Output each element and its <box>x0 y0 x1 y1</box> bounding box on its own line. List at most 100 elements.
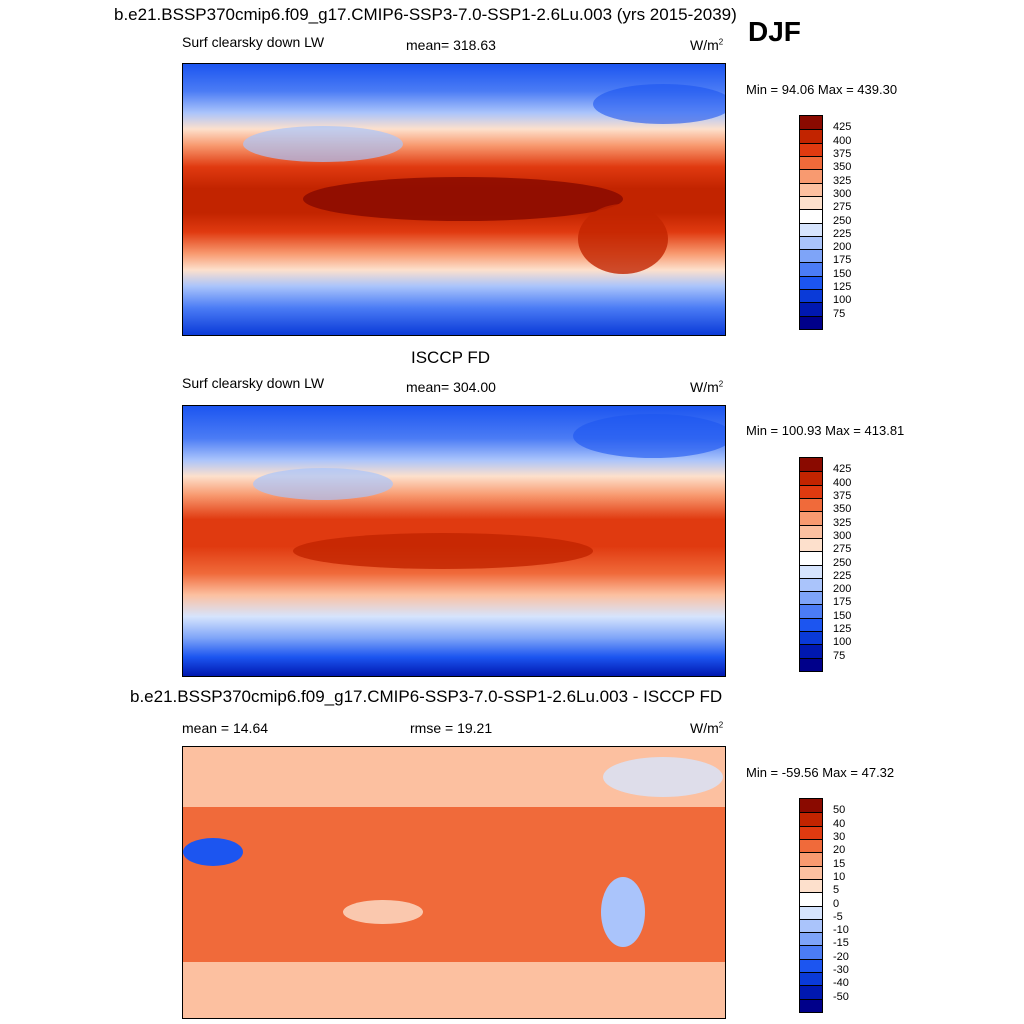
colorbar-tick-label: 350 <box>833 161 852 174</box>
colorbar-tick-label: -50 <box>833 990 849 1003</box>
colorbar-segment <box>800 484 822 498</box>
colorbar-segment <box>800 262 822 276</box>
colorbar-tick-label: 400 <box>833 134 852 147</box>
colorbar-segment <box>800 604 822 618</box>
colorbar-tick-label: 100 <box>833 294 852 307</box>
colorbar-tick-label: 375 <box>833 147 852 160</box>
colorbar-segment <box>800 222 822 236</box>
colorbar-segment <box>800 275 822 290</box>
colorbar-segment <box>800 852 822 866</box>
colorbar-tick-label: -10 <box>833 924 849 937</box>
colorbar-tick-label: 30 <box>833 830 846 843</box>
colorbar-segment <box>800 116 822 130</box>
colorbar-segment <box>800 657 822 671</box>
colorbar-tick-label: 0 <box>833 897 840 910</box>
colorbar-segment <box>800 812 822 826</box>
colorbar-segment <box>800 865 822 879</box>
colorbar-segment <box>800 825 822 839</box>
colorbar-segment <box>800 892 822 906</box>
colorbar-segment <box>800 591 822 605</box>
colorbar-segment <box>800 195 822 210</box>
colorbar-segment <box>800 155 822 170</box>
colorbar-segment <box>800 302 822 316</box>
colorbar-segment <box>800 985 822 999</box>
colorbar-segment <box>800 497 822 512</box>
colorbar-tick-label: 20 <box>833 844 846 857</box>
colorbar-tick-label: -5 <box>833 910 843 923</box>
colorbar-segment <box>800 564 822 578</box>
colorbar-segment <box>800 209 822 223</box>
colorbar-segment <box>800 129 822 143</box>
colorbar-segment <box>800 169 822 183</box>
colorbar-tick-label: 10 <box>833 870 846 883</box>
panel2-field <box>183 406 725 676</box>
colorbar-segment <box>800 958 822 973</box>
colorbar-segment <box>800 905 822 919</box>
panel3-mean-label: mean = 14.64 <box>182 720 269 736</box>
panel2-mean-label: mean= 304.00 <box>406 379 496 395</box>
colorbar-segment <box>800 998 822 1012</box>
panel3-units-label: W/m2 <box>690 720 724 736</box>
colorbar-tick-label: 200 <box>833 583 852 596</box>
colorbar-tick-label: 40 <box>833 817 846 830</box>
panel2-units-label: W/m2 <box>690 379 724 395</box>
colorbar-segment <box>800 235 822 250</box>
panel3-field <box>183 747 725 1018</box>
colorbar-segment <box>800 972 822 986</box>
panel1-colorbar <box>799 115 823 330</box>
colorbar-segment <box>800 878 822 893</box>
colorbar-segment <box>800 524 822 538</box>
colorbar-tick-label: 275 <box>833 201 852 214</box>
colorbar-tick-label: 275 <box>833 543 852 556</box>
colorbar-segment <box>800 838 822 853</box>
colorbar-tick-label: 225 <box>833 569 852 582</box>
colorbar-segment <box>800 471 822 485</box>
panel3-colorbar <box>799 798 823 1013</box>
colorbar-segment <box>800 617 822 632</box>
colorbar-tick-label: 325 <box>833 174 852 187</box>
colorbar-segment <box>800 458 822 472</box>
panel1-minmax: Min = 94.06 Max = 439.30 <box>746 82 898 97</box>
panel3-rmse-label: rmse = 19.21 <box>410 720 493 736</box>
colorbar-tick-label: 250 <box>833 556 852 569</box>
panel1-mean-label: mean= 318.63 <box>406 37 496 53</box>
panel2-minmax: Min = 100.93 Max = 413.81 <box>746 423 905 438</box>
colorbar-segment <box>800 577 822 592</box>
colorbar-segment <box>800 249 822 263</box>
colorbar-tick-label: 425 <box>833 121 852 134</box>
panel1-map <box>182 63 726 336</box>
colorbar-tick-label: -30 <box>833 964 849 977</box>
colorbar-tick-label: 125 <box>833 623 852 636</box>
colorbar-tick-label: 75 <box>833 307 846 320</box>
colorbar-tick-label: 300 <box>833 187 852 200</box>
panel3-map <box>182 746 726 1019</box>
figure-title: b.e21.BSSP370cmip6.f09_g17.CMIP6-SSP3-7.… <box>114 5 737 24</box>
panel2-colorbar <box>799 457 823 672</box>
colorbar-tick-label: 325 <box>833 516 852 529</box>
panel2-variable-label: Surf clearsky down LW <box>182 375 325 391</box>
colorbar-tick-label: 250 <box>833 214 852 227</box>
colorbar-tick-label: 5 <box>833 884 840 897</box>
colorbar-segment <box>800 315 822 329</box>
panel1-variable-label: Surf clearsky down LW <box>182 34 325 50</box>
colorbar-tick-label: 50 <box>833 804 846 817</box>
colorbar-tick-label: -40 <box>833 977 849 990</box>
panel3-minmax: Min = -59.56 Max = 47.32 <box>746 765 895 780</box>
colorbar-tick-label: 400 <box>833 476 852 489</box>
panel2-title: ISCCP FD <box>411 348 491 367</box>
colorbar-tick-label: 15 <box>833 857 846 870</box>
colorbar-segment <box>800 537 822 552</box>
colorbar-segment <box>800 182 822 196</box>
colorbar-tick-label: 375 <box>833 489 852 502</box>
colorbar-segment <box>800 644 822 658</box>
colorbar-segment <box>800 918 822 933</box>
colorbar-segment <box>800 932 822 946</box>
colorbar-tick-label: -20 <box>833 950 849 963</box>
colorbar-tick-label: 300 <box>833 529 852 542</box>
colorbar-tick-label: 75 <box>833 649 846 662</box>
colorbar-tick-label: 350 <box>833 503 852 516</box>
colorbar-tick-label: 100 <box>833 636 852 649</box>
panel1-field <box>183 64 725 335</box>
colorbar-tick-label: 175 <box>833 596 852 609</box>
colorbar-tick-label: 200 <box>833 241 852 254</box>
